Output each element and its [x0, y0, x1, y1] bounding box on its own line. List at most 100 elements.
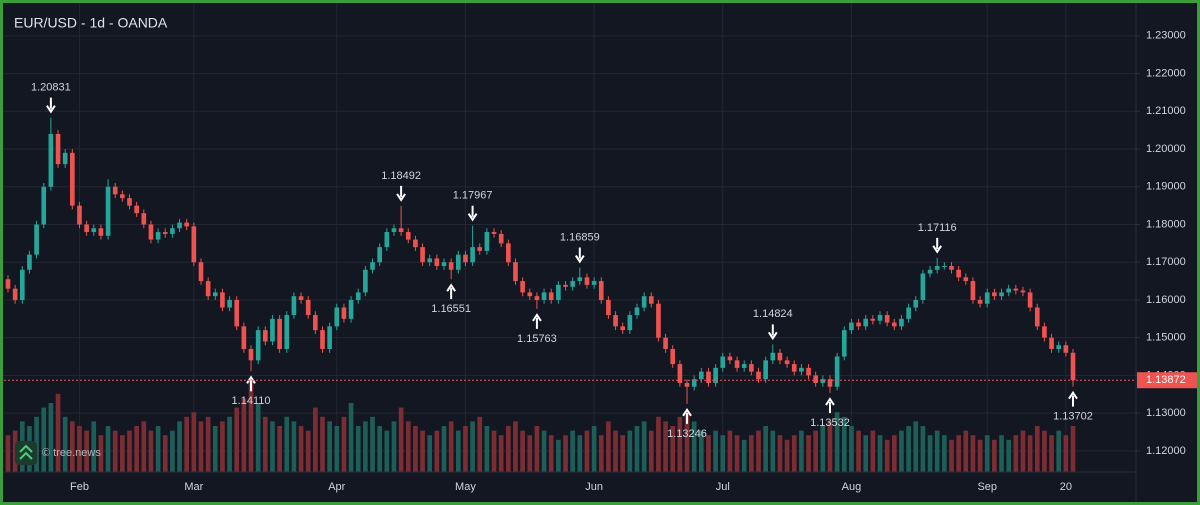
volume-bar — [334, 426, 340, 472]
candle-body — [763, 360, 768, 380]
volume-bar — [262, 416, 268, 472]
candle-body — [977, 299, 983, 304]
candle-body — [927, 269, 933, 274]
candle-body — [1034, 307, 1040, 327]
volume-bar — [134, 426, 139, 472]
candle-body — [405, 232, 411, 240]
high-label: 1.20831 — [31, 82, 71, 94]
volume-bar — [148, 430, 154, 472]
volume-bar — [127, 430, 132, 472]
candle-body — [556, 284, 561, 300]
volume-bar — [556, 439, 561, 472]
candle-body — [27, 254, 32, 270]
volume-bar — [484, 426, 490, 472]
low-label: 1.15763 — [517, 333, 557, 345]
candle-body — [448, 262, 454, 270]
y-tick-label: 1.19000 — [1146, 181, 1186, 193]
low-label: 1.14110 — [232, 395, 271, 407]
candle-body — [584, 277, 590, 285]
candle-body — [656, 303, 661, 338]
candle-body — [934, 265, 940, 270]
volume-bar — [84, 430, 89, 472]
candle-body — [999, 292, 1004, 297]
candle-body — [427, 258, 433, 263]
high-label: 1.17967 — [453, 190, 493, 202]
candle-body — [191, 226, 197, 263]
candle-body — [913, 299, 919, 308]
volume-bar — [906, 426, 911, 472]
candle-body — [920, 273, 926, 300]
candle-body — [534, 296, 540, 300]
candle-body — [634, 307, 640, 316]
candle-body — [684, 382, 690, 387]
candle-body — [155, 232, 161, 240]
volume-bar — [770, 430, 776, 472]
volume-bar — [656, 416, 661, 472]
last-price-box — [1137, 372, 1197, 389]
volume-bar — [841, 416, 847, 472]
y-tick-label: 1.12000 — [1146, 445, 1186, 457]
volume-bar — [348, 403, 354, 472]
candle-body — [899, 318, 904, 327]
y-tick-label: 1.22000 — [1146, 67, 1186, 79]
volume-bar — [1027, 435, 1033, 472]
candle-body — [648, 296, 654, 304]
volume-bar — [541, 430, 547, 472]
candle-body — [291, 296, 297, 316]
volume-bar — [899, 430, 904, 472]
candle-body — [284, 315, 290, 350]
candle-body — [112, 186, 118, 195]
candle-body — [498, 233, 504, 244]
candle-body — [1049, 337, 1054, 350]
y-tick-label: 1.18000 — [1146, 218, 1186, 230]
arrow-up — [246, 375, 256, 392]
high-label: 1.16859 — [560, 231, 600, 243]
y-tick-label: 1.21000 — [1146, 105, 1186, 117]
candle-body — [420, 247, 425, 263]
volume-bar — [591, 426, 597, 472]
volume-bar — [806, 435, 811, 472]
volume-bar — [741, 439, 747, 472]
candle-body — [120, 194, 125, 199]
candle-body — [942, 265, 947, 267]
candle-body — [248, 349, 254, 361]
low-label: 1.16551 — [431, 303, 471, 315]
candle-body — [827, 379, 833, 387]
candle-body — [134, 205, 139, 214]
candle-body — [62, 152, 68, 165]
volume-bar — [970, 435, 976, 472]
candle-body — [234, 299, 240, 327]
volume-bar — [670, 426, 676, 472]
volume-bar — [70, 421, 75, 472]
x-tick-label: Mar — [184, 481, 203, 493]
volume-bar — [627, 430, 633, 472]
volume-bar — [55, 393, 61, 472]
volume-bar — [198, 421, 204, 472]
volume-bar — [734, 435, 740, 472]
candle-body — [713, 367, 718, 383]
volume-bar — [470, 421, 475, 472]
volume-bar — [506, 426, 511, 472]
axis-layer: 1.120001.130001.140001.150001.160001.170… — [70, 30, 1197, 493]
candle-body — [770, 352, 776, 361]
volume-bar — [648, 430, 654, 472]
volume-bar — [1042, 430, 1047, 472]
arrow-down — [767, 324, 778, 341]
candle-body — [992, 292, 997, 297]
candle-body — [441, 262, 447, 266]
volume-bar — [563, 435, 568, 472]
candle-body — [348, 299, 354, 319]
volume-bar — [1056, 430, 1062, 472]
volume-bar — [706, 435, 711, 472]
volume-bar — [949, 439, 954, 472]
candle-body — [413, 239, 418, 248]
candle-body — [470, 247, 475, 263]
candle-body — [1042, 326, 1047, 338]
y-tick-label: 1.16000 — [1146, 294, 1186, 306]
volume-bar — [305, 430, 311, 472]
volume-bar — [777, 435, 783, 472]
candle-body — [1070, 352, 1076, 381]
volume-bar — [863, 435, 869, 472]
